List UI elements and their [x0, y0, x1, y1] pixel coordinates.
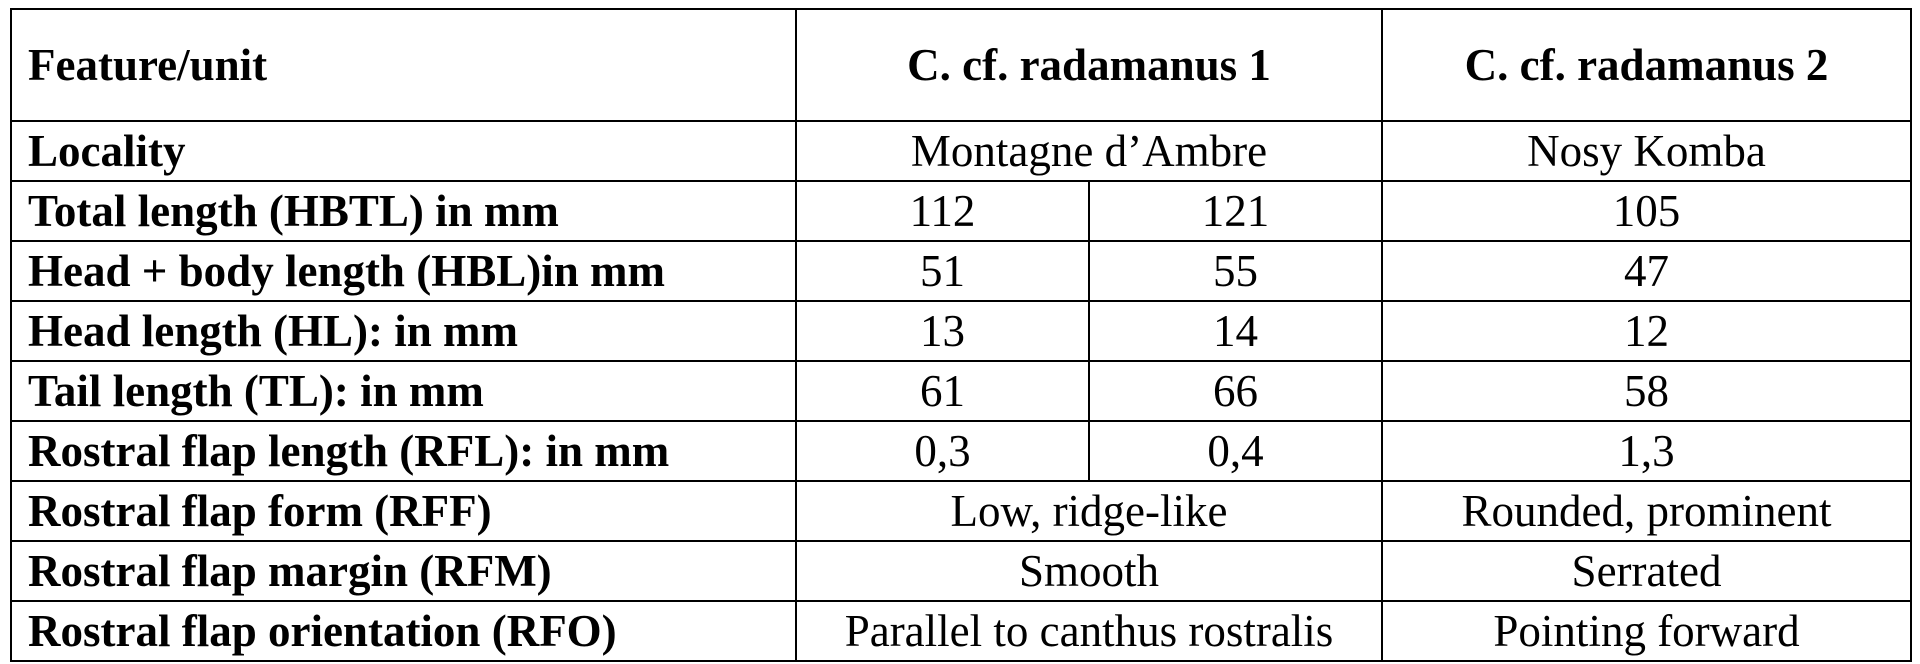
cell-species-2: 47	[1381, 240, 1913, 302]
table-row-tail-length: Tail length (TL): in mm 61 66 58	[10, 360, 1913, 422]
cell-species-2: Pointing forward	[1381, 600, 1913, 662]
row-label: Tail length (TL): in mm	[10, 360, 797, 422]
header-species-1: C. cf. radamanus 1	[794, 8, 1384, 122]
table-row-rostral-flap-orientation: Rostral flap orientation (RFO) Parallel …	[10, 600, 1913, 662]
cell-species-1-b: 14	[1087, 300, 1384, 362]
table-row-rostral-flap-length: Rostral flap length (RFL): in mm 0,3 0,4…	[10, 420, 1913, 482]
table-row-head-body-length: Head + body length (HBL)in mm 51 55 47	[10, 240, 1913, 302]
table-row-rostral-flap-margin: Rostral flap margin (RFM) Smooth Serrate…	[10, 540, 1913, 602]
cell-species-1-a: 61	[795, 360, 1090, 422]
cell-species-1-b: 121	[1087, 180, 1384, 242]
table-row-locality: Locality Montagne d’Ambre Nosy Komba	[10, 120, 1913, 182]
cell-species-1: Parallel to canthus rostralis	[794, 600, 1384, 662]
table-header-row: Feature/unit C. cf. radamanus 1 C. cf. r…	[10, 8, 1913, 122]
cell-species-1-a: 112	[795, 180, 1090, 242]
row-label: Total length (HBTL) in mm	[10, 180, 797, 242]
table-row-head-length: Head length (HL): in mm 13 14 12	[10, 300, 1913, 362]
cell-species-1-b: 55	[1087, 240, 1384, 302]
cell-species-2: 1,3	[1381, 420, 1913, 482]
table-row-total-length: Total length (HBTL) in mm 112 121 105	[10, 180, 1913, 242]
cell-species-1-a: 13	[795, 300, 1090, 362]
row-label: Rostral flap orientation (RFO)	[10, 600, 797, 662]
cell-species-2: Rounded, prominent	[1381, 480, 1913, 542]
cell-species-1-a: 0,3	[795, 420, 1090, 482]
row-label: Rostral flap length (RFL): in mm	[10, 420, 797, 482]
table-row-rostral-flap-form: Rostral flap form (RFF) Low, ridge-like …	[10, 480, 1913, 542]
cell-species-2: Serrated	[1381, 540, 1913, 602]
header-feature-unit: Feature/unit	[10, 8, 797, 122]
cell-species-2: 12	[1381, 300, 1913, 362]
row-label: Head + body length (HBL)in mm	[10, 240, 797, 302]
cell-species-2: 105	[1381, 180, 1913, 242]
cell-species-2: 58	[1381, 360, 1913, 422]
cell-species-1-a: 51	[795, 240, 1090, 302]
cell-species-1: Montagne d’Ambre	[794, 120, 1384, 182]
row-label: Rostral flap margin (RFM)	[10, 540, 797, 602]
cell-species-1: Smooth	[794, 540, 1384, 602]
row-label: Locality	[10, 120, 797, 182]
morphometric-table: Feature/unit C. cf. radamanus 1 C. cf. r…	[10, 8, 1913, 662]
cell-species-1-b: 66	[1087, 360, 1384, 422]
cell-species-2: Nosy Komba	[1381, 120, 1913, 182]
cell-species-1: Low, ridge-like	[794, 480, 1384, 542]
row-label: Rostral flap form (RFF)	[10, 480, 797, 542]
cell-species-1-b: 0,4	[1087, 420, 1384, 482]
header-species-2: C. cf. radamanus 2	[1381, 8, 1913, 122]
row-label: Head length (HL): in mm	[10, 300, 797, 362]
